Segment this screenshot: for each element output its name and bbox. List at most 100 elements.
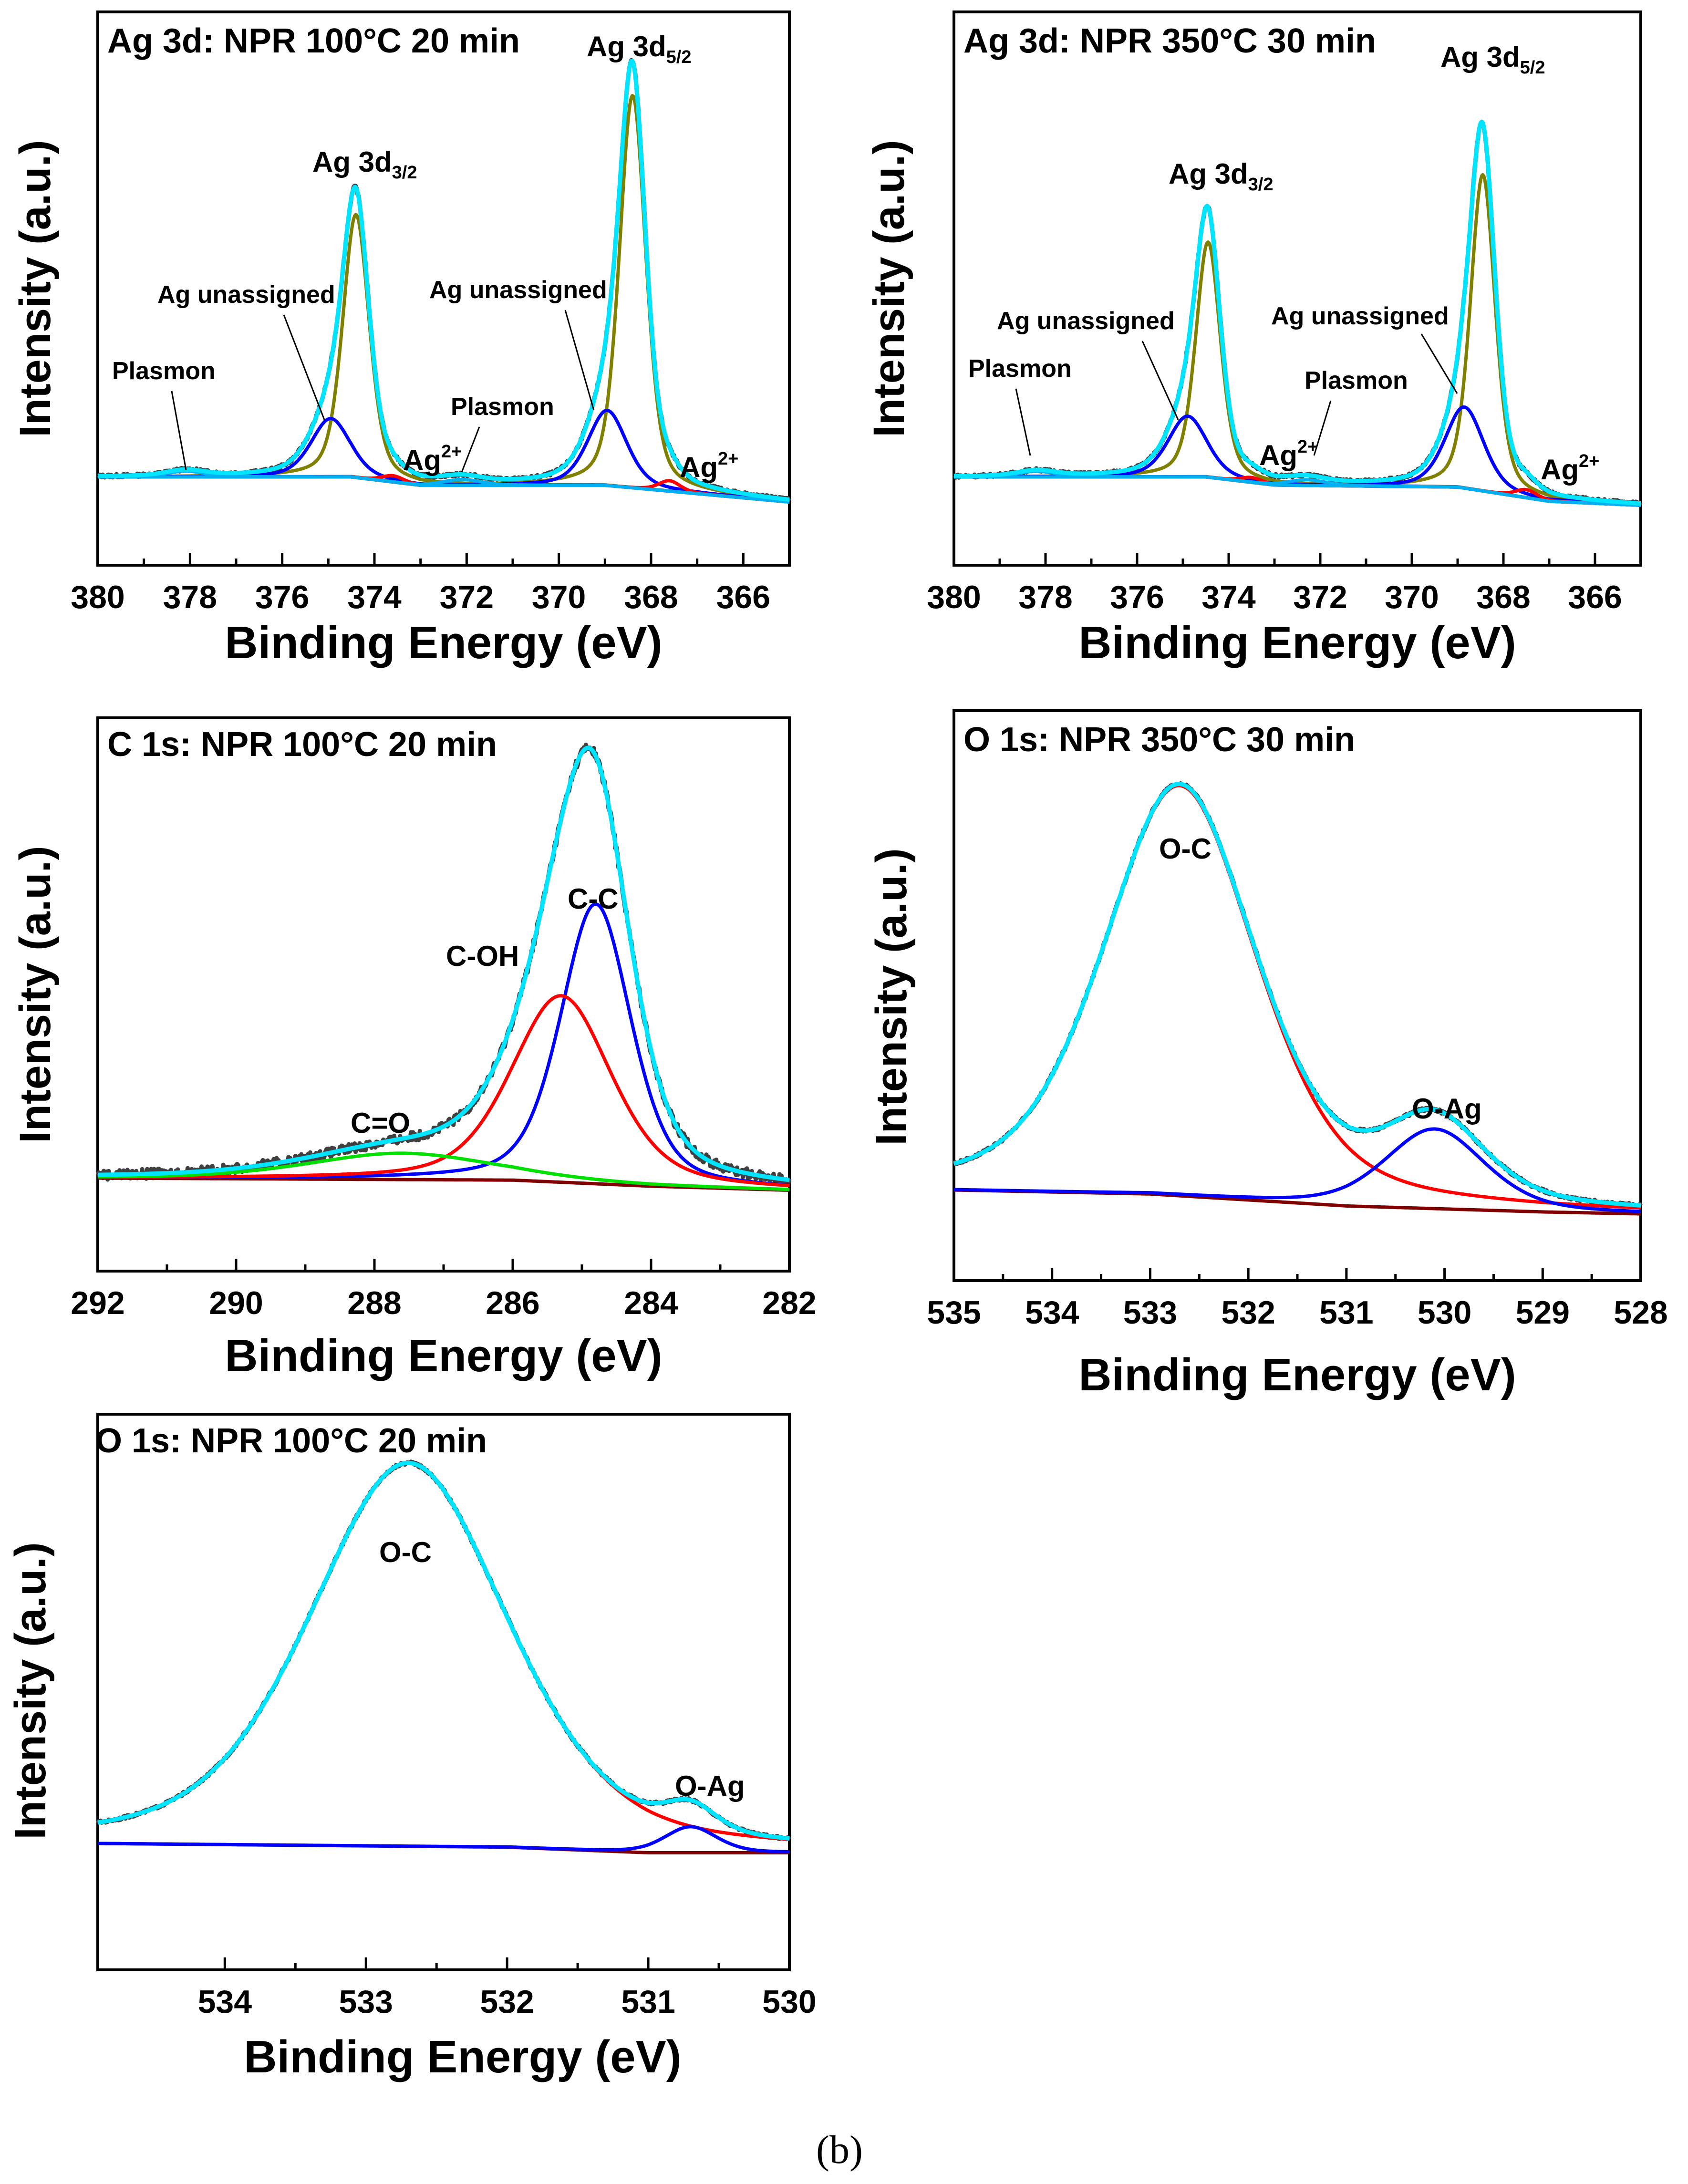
label-plasmon-right: Plasmon [1305,367,1408,394]
label-o-c: O-C [1159,833,1212,865]
x-tick-label: 372 [1293,579,1347,615]
x-tick-label: 288 [347,1285,401,1321]
o-ag-peak-0 [97,1825,790,1853]
x-tick-label: 530 [762,1984,816,2020]
panel-title: O 1s: NPR 100°C 20 min [95,1422,487,1460]
x-ticks: 535 534 533 532 531 530 529 528 [927,1268,1668,1331]
panel-o1s-350c: 535 534 533 532 531 530 529 528 O 1s: NPR 350°C… [867,709,1668,1400]
x-tick-label: 534 [1025,1294,1079,1331]
x-ticks: 292 290 288 286 284 282 [71,1259,817,1321]
x-tick-label: 374 [1201,579,1256,615]
arrow-ag-unassigned-left [1141,341,1179,420]
fit-envelope [96,745,791,1182]
fit-envelope [96,1460,791,1841]
x-tick-label: 380 [927,579,981,615]
curves [95,743,792,1192]
arrow-plasmon-left [171,391,187,470]
panel-title: Ag 3d: NPR 350°C 30 min [963,22,1376,60]
panel-title: C 1s: NPR 100°C 20 min [107,725,497,764]
label-ag2plus-left: Ag2+ [403,442,462,476]
x-tick-label: 376 [255,579,309,615]
arrow-plasmon-right [1313,400,1332,456]
x-tick-label: 380 [71,579,124,615]
x-tick-label: 286 [486,1285,539,1321]
x-tick-label: 528 [1614,1294,1667,1331]
y-axis-label: Intensity (a.u.) [865,140,913,437]
plot-frame [953,10,1642,567]
x-tick-label: 368 [1476,579,1530,615]
x-axis-label: Binding Energy (eV) [1078,1349,1516,1400]
x-tick-label: 531 [1319,1294,1373,1331]
panel-title: Ag 3d: NPR 100°C 20 min [107,22,520,60]
y-axis-label: Intensity (a.u.) [11,846,60,1143]
x-tick-label: 282 [762,1285,816,1321]
c-o-peak-0 [97,1151,790,1191]
x-tick-label: 531 [621,1984,675,2020]
x-tick-label: 378 [163,579,217,615]
label-plasmon-left: Plasmon [968,355,1072,383]
plot-frame [953,709,1642,1282]
plasmon-peak-1 [97,475,790,504]
x-tick-label: 533 [1123,1294,1177,1331]
x-ticks: 534 533 532 531 530 [198,1957,817,2020]
x-tick-label: 532 [1221,1294,1275,1331]
label-plasmon-left: Plasmon [112,357,216,385]
panel-ag3d-100c: 380 378 376 374 372 370 368 366 Ag 3d: NPR 100°… [11,10,791,668]
x-tick-label: 370 [1385,579,1439,615]
fit-envelope [953,119,1642,506]
x-tick-label: 290 [209,1285,263,1321]
label-c-oh: C-OH [446,940,519,972]
panel-c1s-100c: 292 290 288 286 284 282 C 1s: NPR 100°C 20 mi… [11,716,817,1381]
arrow-ag-unassigned-right [1420,333,1458,394]
x-tick-label: 366 [716,579,770,615]
raw-data [952,781,1643,1209]
arrow-plasmon-right [461,426,480,473]
x-tick-label: 534 [198,1984,252,2020]
raw-data [95,743,792,1186]
label-ag3d32: Ag 3d3/2 [1169,158,1274,195]
x-tick-label: 378 [1018,579,1072,615]
x-tick-label: 533 [339,1984,393,2020]
x-tick-label: 374 [347,579,402,615]
label-ag-unassigned-right: Ag unassigned [1271,302,1449,330]
label-ag3d32: Ag 3d3/2 [312,146,417,183]
figure-caption: (b) [816,2128,863,2172]
o-c-peak-0 [953,784,1642,1210]
label-ag-unassigned-left: Ag unassigned [157,281,335,309]
panel-title: O 1s: NPR 350°C 30 min [963,721,1355,759]
arrow-ag-unassigned-right [564,310,595,411]
curves [95,1459,791,1854]
fit-envelope [953,782,1642,1208]
x-tick-label: 532 [480,1984,534,2020]
curves [96,58,791,504]
label-o-c: O-C [379,1536,432,1568]
x-tick-label: 529 [1516,1294,1570,1331]
x-tick-label: 372 [440,579,494,615]
label-ag-unassigned-right: Ag unassigned [429,276,607,304]
curves [953,119,1643,507]
label-ag3d52: Ag 3d5/2 [587,31,692,67]
x-tick-label: 376 [1110,579,1164,615]
plot-frame [96,10,791,567]
x-tick-label: 530 [1418,1294,1471,1331]
y-axis-label: Intensity (a.u.) [6,1542,55,1840]
arrow-ag-unassigned-left [283,314,325,420]
x-tick-label: 284 [624,1285,678,1321]
label-ag3d52: Ag 3d5/2 [1440,41,1545,78]
x-tick-label: 292 [71,1285,124,1321]
label-ag2plus-left: Ag2+ [1259,437,1318,471]
label-o-ag: O-Ag [1412,1093,1482,1125]
label-ag2plus-right: Ag2+ [680,449,738,483]
x-ticks: 380 378 376 374 372 370 368 366 [71,553,770,615]
label-ag-unassigned-left: Ag unassigned [997,307,1175,335]
panel-ag3d-350c: 380 378 376 374 372 370 368 366 Ag 3d: NPR 350°… [865,10,1643,668]
label-c-c: C-C [568,883,619,915]
label-o-ag: O-Ag [675,1770,745,1802]
x-tick-label: 366 [1568,579,1622,615]
x-tick-label: 368 [624,579,678,615]
y-axis-label: Intensity (a.u.) [11,140,60,437]
y-axis-label: Intensity (a.u.) [867,848,916,1146]
plot-frame [96,1413,791,1971]
curves [952,781,1643,1216]
